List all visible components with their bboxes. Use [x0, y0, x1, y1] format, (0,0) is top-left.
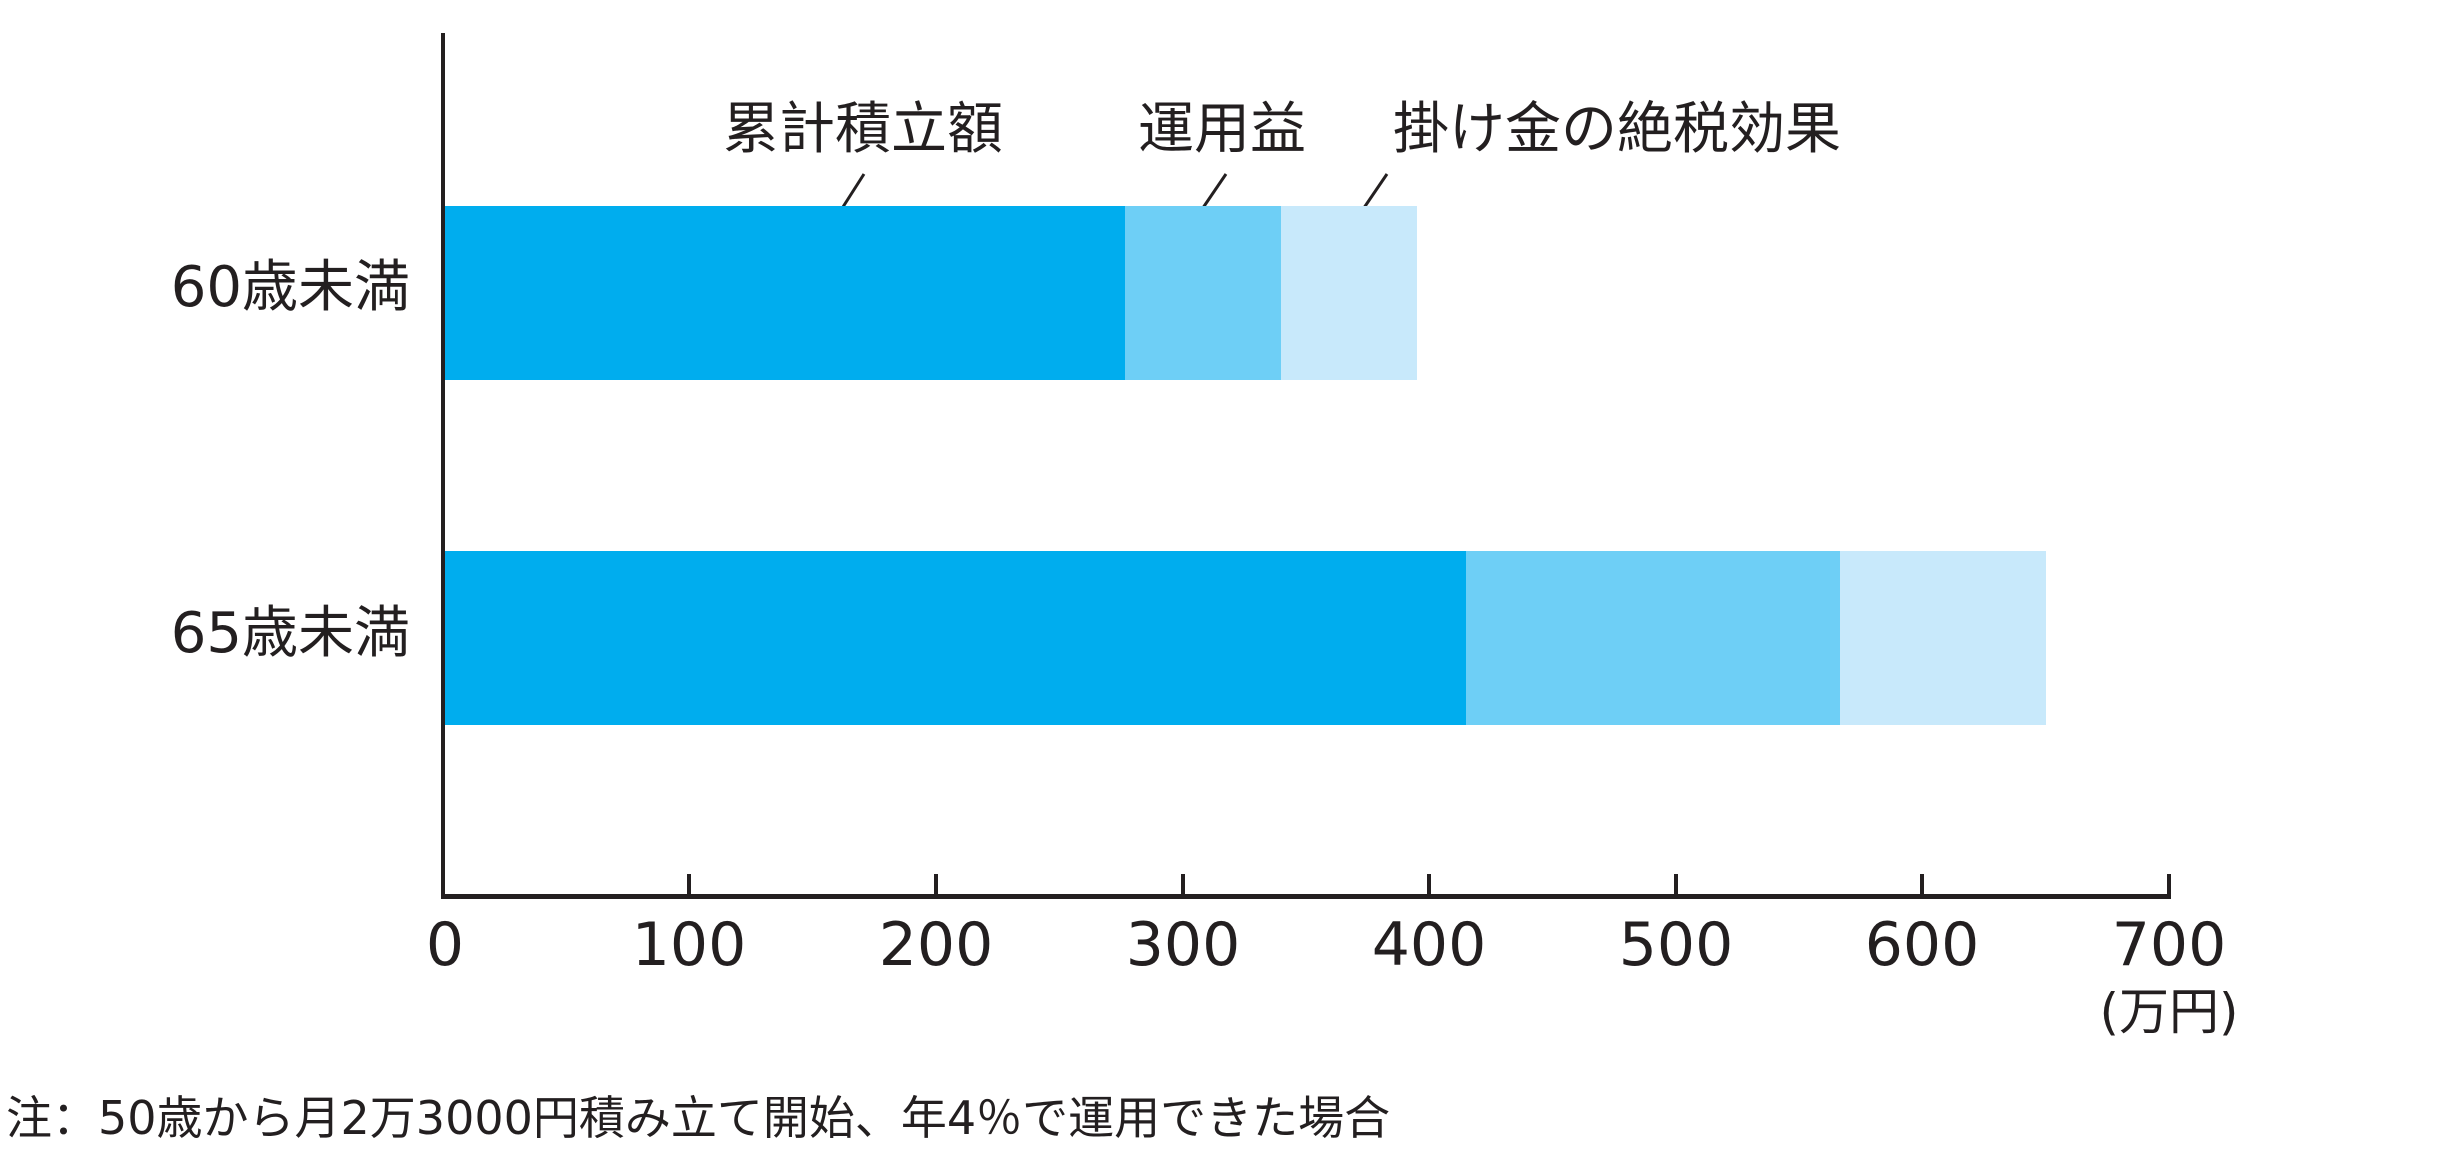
- bar-60: [445, 206, 1417, 380]
- x-tick-label-100: 100: [631, 910, 747, 980]
- bar-65: [445, 551, 2046, 725]
- x-tick-600: [1920, 874, 1924, 896]
- x-tick-100: [687, 874, 691, 896]
- legend-label-returns: 運用益: [1138, 97, 1306, 162]
- x-tick-700: [2167, 874, 2171, 896]
- y-axis-line: [441, 33, 445, 899]
- bar-65-accumulated: [445, 551, 1466, 725]
- x-tick-label-700: 700: [2111, 910, 2227, 980]
- x-tick-label-300: 300: [1125, 910, 1241, 980]
- x-tick-200: [934, 874, 938, 896]
- x-tick-label-0: 0: [425, 910, 465, 980]
- x-tick-label-600: 600: [1864, 910, 1980, 980]
- x-tick-label-500: 500: [1618, 910, 1734, 980]
- x-axis-line: [441, 894, 2171, 899]
- x-tick-500: [1674, 874, 1678, 896]
- bar-65-returns: [1466, 551, 1840, 725]
- bar-60-tax-effect: [1281, 206, 1417, 380]
- x-tick-400: [1427, 874, 1431, 896]
- x-axis-unit-label: (万円): [2099, 983, 2239, 1041]
- legend-label-accumulated: 累計積立額: [723, 97, 1003, 162]
- legend-label-tax-effect: 掛け金の絶税効果: [1393, 97, 1841, 162]
- x-tick-label-200: 200: [878, 910, 994, 980]
- category-label-60: 60歳未満: [170, 255, 410, 320]
- x-tick-300: [1181, 874, 1185, 896]
- footnote: 注：50歳から月2万3000円積み立て開始、年4％で運用できた場合: [6, 1091, 1391, 1145]
- category-label-65: 65歳未満: [170, 601, 410, 666]
- x-tick-label-400: 400: [1371, 910, 1487, 980]
- bar-60-returns: [1125, 206, 1281, 380]
- bar-65-tax-effect: [1840, 551, 2046, 725]
- bar-60-accumulated: [445, 206, 1125, 380]
